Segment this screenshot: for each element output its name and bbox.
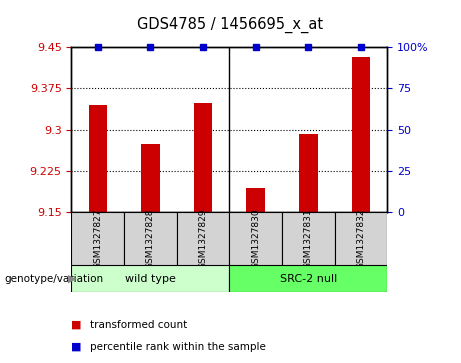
Bar: [89, 105, 107, 212]
Bar: [229, 212, 282, 265]
Text: GSM1327829: GSM1327829: [199, 208, 207, 269]
Text: ■: ■: [71, 342, 82, 352]
Bar: [335, 212, 387, 265]
Text: SRC-2 null: SRC-2 null: [280, 274, 337, 284]
Text: GSM1327832: GSM1327832: [356, 208, 366, 269]
Bar: [71, 212, 124, 265]
Bar: [282, 212, 335, 265]
Bar: [177, 212, 229, 265]
Bar: [229, 265, 387, 292]
Text: GSM1327827: GSM1327827: [93, 208, 102, 269]
Bar: [141, 143, 160, 212]
Text: GSM1327830: GSM1327830: [251, 208, 260, 269]
Text: GSM1327831: GSM1327831: [304, 208, 313, 269]
Text: percentile rank within the sample: percentile rank within the sample: [90, 342, 266, 352]
Bar: [194, 103, 212, 212]
Text: ■: ■: [71, 320, 82, 330]
Bar: [299, 134, 318, 212]
Text: wild type: wild type: [125, 274, 176, 284]
Bar: [124, 212, 177, 265]
Text: ▶: ▶: [68, 274, 77, 284]
Bar: [71, 265, 230, 292]
Bar: [247, 188, 265, 212]
Bar: [352, 57, 370, 212]
Text: transformed count: transformed count: [90, 320, 187, 330]
Text: GSM1327828: GSM1327828: [146, 208, 155, 269]
Text: GDS4785 / 1456695_x_at: GDS4785 / 1456695_x_at: [137, 16, 324, 33]
Text: genotype/variation: genotype/variation: [5, 274, 104, 284]
